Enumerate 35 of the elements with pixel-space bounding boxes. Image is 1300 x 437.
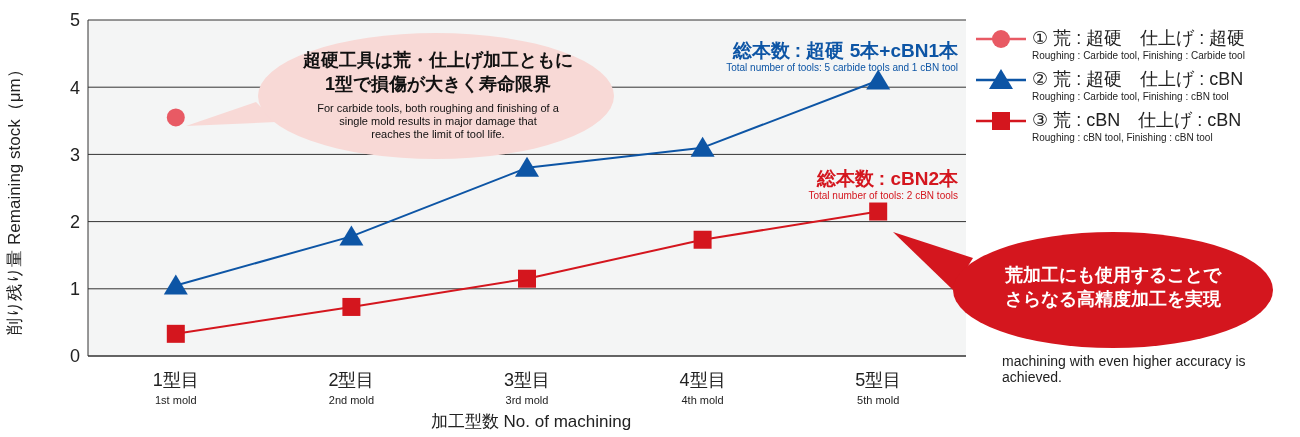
annotation: 超硬工具は荒・仕上げ加工ともに 1型で損傷が大きく寿命限界: [302, 49, 574, 96]
annotation: Total number of tools: 2 cBN tools: [808, 190, 958, 201]
annotation: 総本数 : 超硬 5本+cBN1本: [732, 40, 958, 61]
point: [693, 230, 712, 249]
text: 荒加工にも使用することでさらなる高精度加工を実現: [1004, 264, 1223, 311]
y-tick-label: 2: [69, 211, 80, 232]
y-tick-label: 1: [69, 279, 80, 300]
point: [866, 69, 891, 90]
x-tick-label: 1型目 1st mold: [152, 370, 199, 406]
point: [515, 156, 539, 177]
legend-label: ③ 荒 : cBN 仕上げ : cBN Roughing : cBN tool, Finishing : cBN tool: [1032, 109, 1242, 143]
point: [690, 136, 715, 157]
y-tick-label: 4: [69, 77, 80, 98]
annotation: Total number of tools: 5 carbide tools and 1 cBN tool: [726, 62, 958, 73]
y-axis-title: 削り残り量 Remaining stock（μm）: [3, 61, 25, 335]
y-tick-label: 5: [69, 10, 80, 31]
point: [166, 108, 185, 127]
x-tick-label: 5型目 5th mold: [855, 370, 902, 406]
point: [163, 274, 188, 295]
x-tick-label: 2型目 2nd mold: [328, 370, 375, 406]
legend-label: ① 荒 : 超硬 仕上げ : 超硬 Roughing : Carbide tool, Finishing : Carbide tool: [1032, 27, 1246, 61]
annotation: For carbide tools, both roughing and finishing of a single mold results in major damage that reaches the limit of tool life.: [316, 102, 560, 141]
x-axis-title: 加工型数 No. of machining: [430, 411, 632, 433]
x-tick-label: 4型目 4th mold: [679, 370, 726, 406]
point: [339, 225, 364, 246]
x-tick-label: 3型目 3rd mold: [503, 370, 551, 406]
point: [869, 202, 888, 221]
y-tick-label: 0: [69, 346, 80, 367]
point: [342, 297, 361, 316]
y-tick-label: 3: [69, 144, 80, 165]
point: [166, 324, 185, 343]
legend-label: ② 荒 : 超硬 仕上げ : cBN Roughing : Carbide tool, Finishing : cBN tool: [1032, 68, 1244, 102]
text: machining with even higher accuracy is achieved.: [1002, 353, 1246, 385]
annotation: 総本数 : cBN2本: [816, 168, 958, 189]
point: [518, 269, 536, 288]
